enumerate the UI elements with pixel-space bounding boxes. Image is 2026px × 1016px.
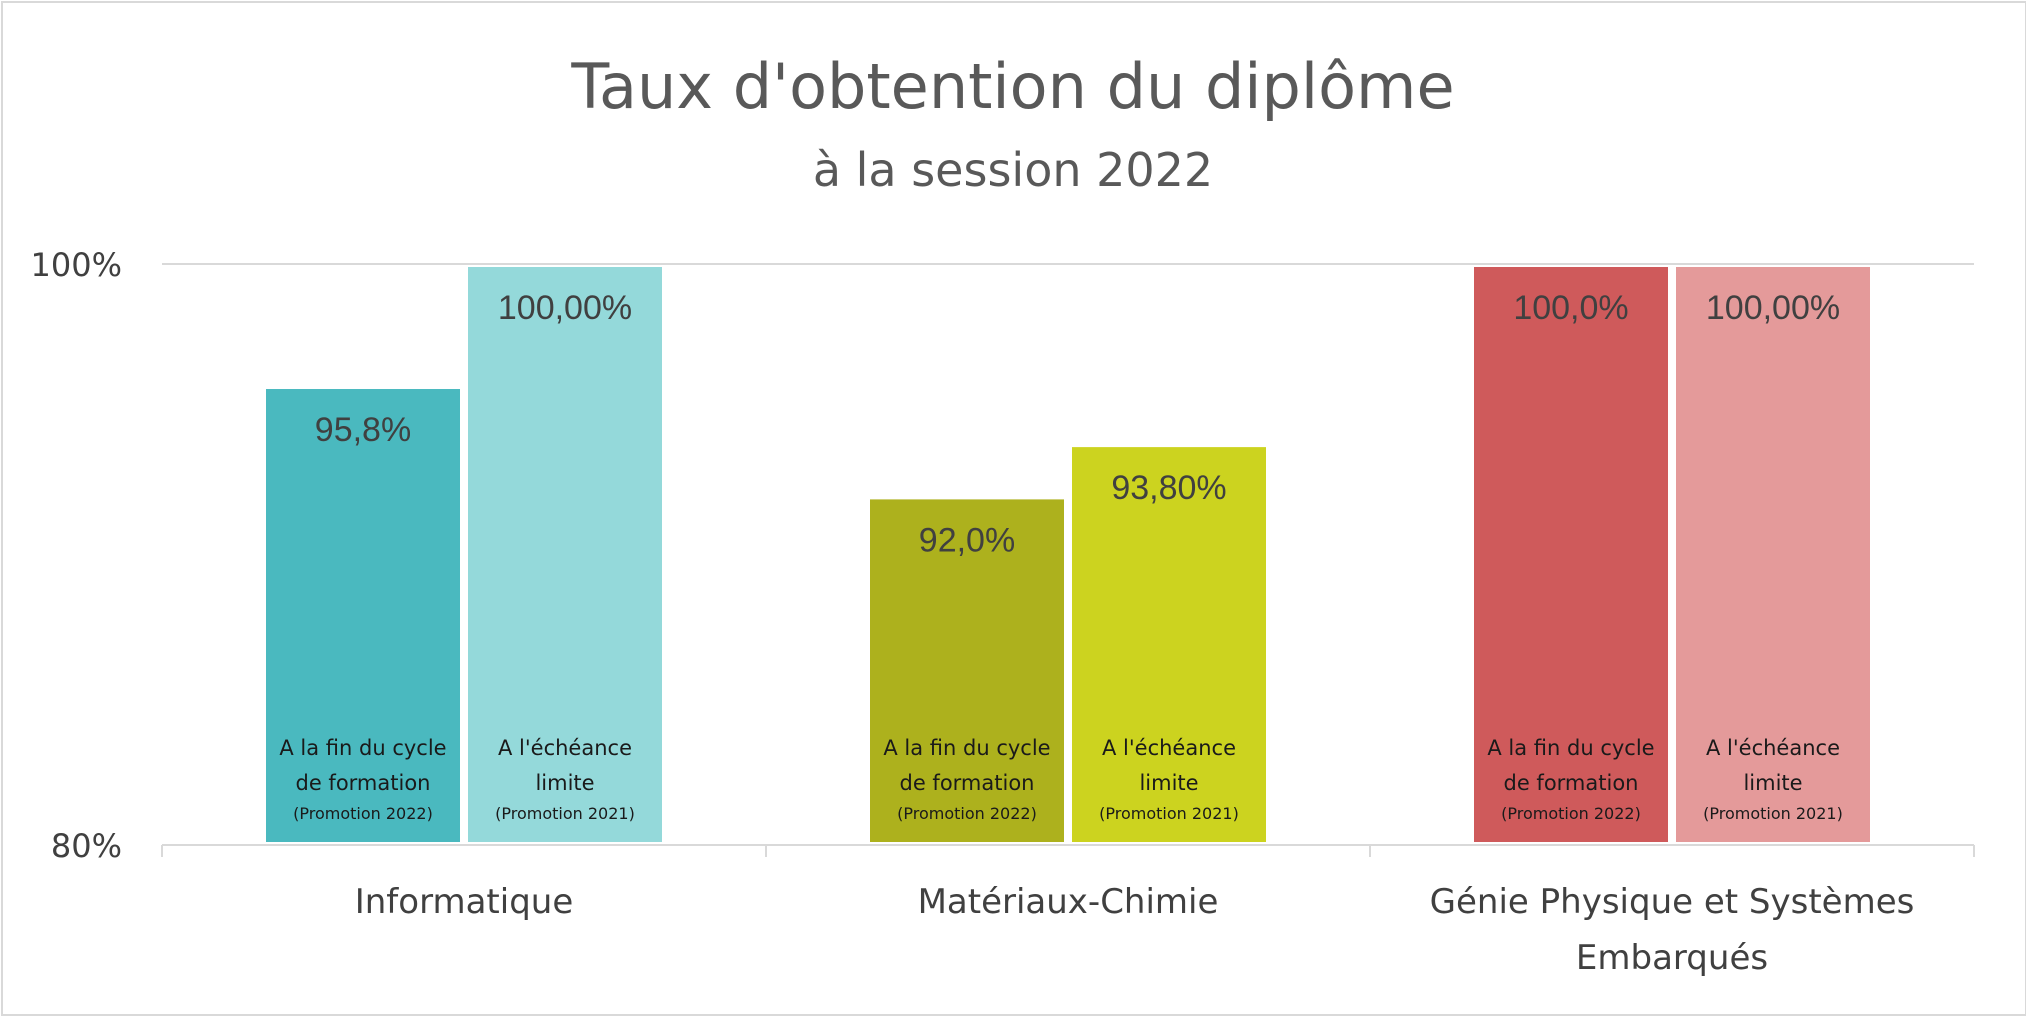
bar <box>1676 267 1870 842</box>
x-category-label: Génie Physique et Systèmes <box>1430 882 1915 922</box>
bar-inner-label: A l'échéance <box>1706 736 1840 760</box>
bar <box>1072 447 1266 842</box>
y-tick-label: 100% <box>31 246 122 284</box>
bar-inner-label: de formation <box>1504 771 1639 795</box>
data-label: 92,0% <box>919 521 1015 559</box>
bar-inner-label: limite <box>1743 771 1802 795</box>
bar-inner-label: limite <box>1139 771 1198 795</box>
bar <box>468 267 662 842</box>
bar-inner-label: A la fin du cycle <box>279 736 446 760</box>
bar-inner-note: (Promotion 2022) <box>293 804 433 823</box>
data-label: 95,8% <box>315 411 411 449</box>
chart-title: Taux d'obtention du diplôme <box>570 50 1454 123</box>
x-category-label: Embarqués <box>1576 938 1768 978</box>
bar-inner-label: A l'échéance <box>498 736 632 760</box>
bar-inner-label: de formation <box>296 771 431 795</box>
bar <box>870 499 1064 842</box>
data-label: 93,80% <box>1111 469 1226 507</box>
data-label: 100,00% <box>498 289 632 327</box>
bar <box>1474 267 1668 842</box>
data-label: 100,0% <box>1513 289 1628 327</box>
bar-inner-note: (Promotion 2022) <box>897 804 1037 823</box>
bar-inner-label: A la fin du cycle <box>883 736 1050 760</box>
bar-inner-note: (Promotion 2021) <box>495 804 635 823</box>
bar-inner-label: limite <box>535 771 594 795</box>
bar-inner-label: A l'échéance <box>1102 736 1236 760</box>
x-category-label: Informatique <box>355 882 574 922</box>
chart-subtitle: à la session 2022 <box>813 143 1213 197</box>
bar <box>266 389 460 842</box>
y-tick-label: 80% <box>51 827 122 865</box>
bar-inner-note: (Promotion 2021) <box>1099 804 1239 823</box>
bar-inner-label: A la fin du cycle <box>1487 736 1654 760</box>
plot-area: 100% 80% 95,8% A la fin du cycle de formatio… <box>31 246 1975 978</box>
bar-inner-note: (Promotion 2021) <box>1703 804 1843 823</box>
bar-inner-label: de formation <box>900 771 1035 795</box>
data-label: 100,00% <box>1706 289 1840 327</box>
x-category-label: Matériaux-Chimie <box>918 882 1219 922</box>
bar-inner-note: (Promotion 2022) <box>1501 804 1641 823</box>
